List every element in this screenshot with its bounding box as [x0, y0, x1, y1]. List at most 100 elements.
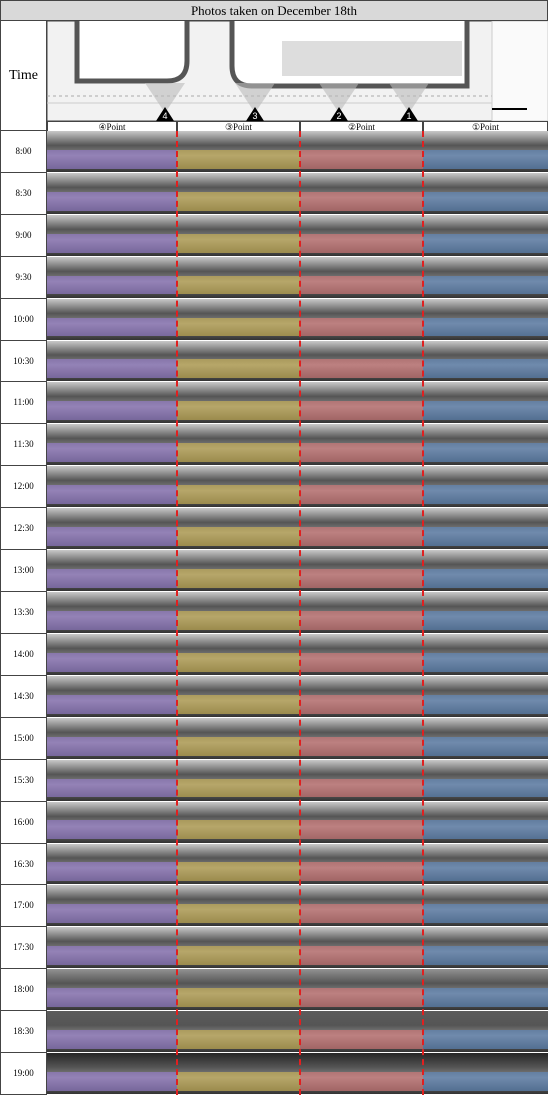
segment-overlay: [177, 359, 300, 379]
segment-overlay: [300, 1030, 423, 1049]
segment-overlay: [423, 275, 548, 295]
photo: [300, 172, 423, 215]
photo: [47, 382, 177, 425]
segment-overlay: [300, 946, 423, 966]
photo: [300, 298, 423, 341]
segment-overlay: [47, 401, 177, 421]
segment-overlay: [300, 443, 423, 463]
time-label: 10:30: [0, 340, 47, 383]
segment-overlay: [300, 862, 423, 882]
time-label: 17:30: [0, 927, 47, 970]
segment-overlay: [47, 652, 177, 672]
photo: [177, 256, 300, 299]
segment-overlay: [300, 359, 423, 379]
photo: [47, 717, 177, 760]
segment-overlay: [177, 191, 300, 211]
segment-overlay: [47, 527, 177, 546]
divider: [176, 131, 178, 1095]
segment-overlay: [423, 652, 548, 672]
segment-overlay: [47, 610, 177, 630]
time-label: 13:00: [0, 550, 47, 593]
segment-overlay: [177, 988, 300, 1007]
segment-overlay: [177, 275, 300, 295]
photo: [423, 424, 548, 467]
photo: [47, 633, 177, 676]
segment-overlay: [177, 149, 300, 169]
photo: [300, 466, 423, 509]
marker-label: 2: [336, 111, 341, 121]
segment-overlay: [47, 485, 177, 505]
photo: [47, 592, 177, 634]
photo: [300, 1053, 423, 1095]
photo: [47, 256, 177, 299]
divider: [299, 131, 301, 1095]
segment-overlay: [423, 568, 548, 588]
photo: [177, 675, 300, 718]
segment-overlay: [300, 610, 423, 630]
segment-overlay: [300, 736, 423, 756]
view-cone: [389, 83, 429, 113]
photo: [300, 675, 423, 718]
segment-overlay: [47, 904, 177, 924]
photo: [423, 131, 548, 173]
photo: [47, 214, 177, 257]
photo: [423, 466, 548, 509]
segment-overlay: [300, 568, 423, 588]
photo: [47, 466, 177, 509]
marker: [400, 107, 418, 121]
segment-overlay: [47, 359, 177, 379]
segment-overlay: [47, 736, 177, 756]
segment-overlay: [423, 485, 548, 505]
photo: [300, 1011, 423, 1054]
divider: [422, 131, 424, 1095]
segment-overlay: [47, 1030, 177, 1049]
time-label: 16:30: [0, 843, 47, 886]
photo: [423, 1011, 548, 1054]
time-label: 13:30: [0, 592, 47, 634]
segment-overlay: [423, 904, 548, 924]
photo: [423, 885, 548, 928]
segment-overlay: [47, 820, 177, 840]
time-label: 18:30: [0, 1011, 47, 1054]
time-label: 9:00: [0, 214, 47, 257]
photo: [300, 131, 423, 173]
photo: [423, 382, 548, 425]
time-label: 9:30: [0, 256, 47, 299]
segment-overlay: [423, 233, 548, 253]
photo: [47, 298, 177, 341]
photo: [300, 424, 423, 467]
marker: [330, 107, 348, 121]
segment-overlay: [423, 1030, 548, 1049]
segment-overlay: [300, 149, 423, 169]
time-label: 11:00: [0, 382, 47, 425]
segment-overlay: [177, 233, 300, 253]
photo: [423, 633, 548, 676]
time-label: 15:30: [0, 759, 47, 802]
segment-overlay: [177, 443, 300, 463]
photo: [177, 466, 300, 509]
block: [74, 21, 190, 84]
segment-overlay: [177, 485, 300, 505]
photo: [47, 340, 177, 383]
photo: [300, 969, 423, 1012]
photo: [177, 633, 300, 676]
photo: [47, 131, 177, 173]
photo: [47, 927, 177, 970]
photo: [300, 550, 423, 593]
segment-overlay: [177, 401, 300, 421]
segment-overlay: [423, 778, 548, 798]
time-label: 14:30: [0, 675, 47, 718]
segment-overlay: [177, 527, 300, 546]
segment-overlay: [47, 778, 177, 798]
segment-overlay: [177, 317, 300, 337]
photo: [300, 801, 423, 844]
segment-overlay: [300, 988, 423, 1007]
marker-label: 1: [406, 111, 411, 121]
time-label: 19:00: [0, 1053, 47, 1095]
photo: [177, 927, 300, 970]
photo: [47, 550, 177, 593]
segment-overlay: [177, 820, 300, 840]
building: [282, 41, 462, 76]
photo: [177, 424, 300, 467]
time-header: Time: [0, 21, 47, 131]
